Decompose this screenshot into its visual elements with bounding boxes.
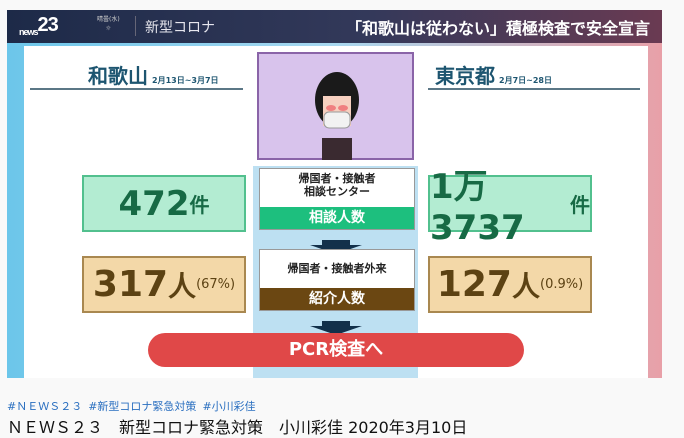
consult-line2: 相談センター bbox=[304, 185, 370, 198]
tokyo-consult-count: 1万3737 件 bbox=[428, 167, 592, 248]
logo-sub: news bbox=[19, 27, 38, 37]
outpatient-box: 帰国者・接触者外来 紹介人数 bbox=[259, 249, 415, 311]
hashtag-link[interactable]: #ＮＥＷＳ２３ bbox=[7, 400, 83, 413]
referral-band: 紹介人数 bbox=[260, 288, 414, 310]
pcr-test-label: PCR検査へ bbox=[148, 333, 524, 367]
left-period: 2月13日~3月7日 bbox=[152, 76, 219, 85]
infographic-panel: 和歌山 2月13日~3月7日 東京都 2月7日~28日 472 件 1万3737 件 帰… bbox=[24, 46, 648, 378]
referral-line: 帰国者・接触者外来 bbox=[287, 262, 387, 275]
divider bbox=[135, 16, 136, 36]
hashtags: #ＮＥＷＳ２３ #新型コロナ緊急対策 #小川彩佳 bbox=[7, 398, 262, 414]
left-prefecture-heading: 和歌山 2月13日~3月7日 bbox=[88, 64, 219, 88]
video-player[interactable]: news23 晴曇(水) ☼ 新型コロナ 「和歌山は従わない」積極検査で安全宣言 … bbox=[7, 10, 662, 378]
weather-icon: 晴曇(水) ☼ bbox=[97, 16, 120, 32]
news23-logo: news23 bbox=[19, 14, 59, 37]
right-prefecture-heading: 東京都 2月7日~28日 bbox=[435, 64, 552, 88]
right-underline bbox=[428, 88, 640, 90]
weather-text: 晴曇(水) bbox=[97, 16, 120, 23]
down-arrow-icon bbox=[310, 321, 362, 335]
consult-band: 相談人数 bbox=[260, 207, 414, 229]
left-underline bbox=[30, 88, 243, 90]
wakayama-referral-count: 317 人 (67%) bbox=[82, 256, 246, 313]
wakayama-consult-count: 472 件 bbox=[82, 175, 246, 232]
right-period: 2月7日~28日 bbox=[499, 76, 552, 85]
patient-illustration bbox=[257, 52, 414, 160]
consult-center-box: 帰国者・接触者 相談センター 相談人数 bbox=[259, 168, 415, 230]
consult-line1: 帰国者・接触者 bbox=[298, 172, 376, 185]
tokyo-referral-count: 127 人 (0.9%) bbox=[428, 256, 592, 313]
masked-person-icon bbox=[315, 72, 359, 160]
topic-label: 新型コロナ bbox=[145, 20, 215, 36]
video-title: ＮＥＷＳ２３ 新型コロナ緊急対策 小川彩佳 2020年3月10日 bbox=[7, 418, 468, 437]
news-header-bar: news23 晴曇(水) ☼ 新型コロナ 「和歌山は従わない」積極検査で安全宣言 bbox=[7, 10, 662, 43]
hashtag-link[interactable]: #新型コロナ緊急対策 bbox=[88, 400, 197, 413]
logo-main: 23 bbox=[37, 14, 59, 36]
hashtag-link[interactable]: #小川彩佳 bbox=[202, 400, 256, 413]
headline: 「和歌山は従わない」積極検査で安全宣言 bbox=[345, 19, 650, 38]
